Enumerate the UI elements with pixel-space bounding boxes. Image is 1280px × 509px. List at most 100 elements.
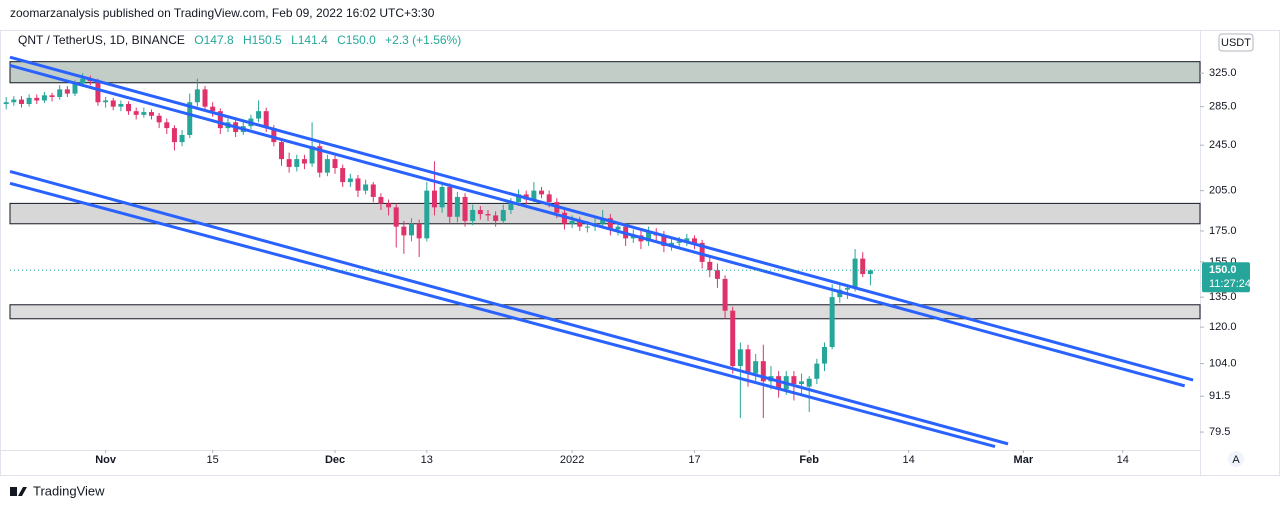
countdown: 11:27:24 bbox=[1209, 278, 1251, 290]
y-tick-label: 120.0 bbox=[1209, 321, 1237, 333]
logo: TradingView bbox=[10, 483, 105, 498]
trend-line bbox=[9, 64, 1186, 388]
candle-body bbox=[584, 226, 590, 228]
candle-body bbox=[867, 270, 873, 275]
candle-body bbox=[844, 287, 850, 290]
candle-body bbox=[95, 81, 101, 103]
y-tick-label: 245.0 bbox=[1209, 139, 1237, 151]
candle-body bbox=[271, 128, 277, 143]
y-tick-label: 104.0 bbox=[1209, 358, 1237, 370]
chart-frame bbox=[0, 30, 1280, 476]
currency[interactable]: USDT bbox=[1221, 37, 1251, 49]
candle-body bbox=[493, 215, 499, 221]
symbol-info: QNT / TetherUS, 1D, BINANCE O147.8 H150.… bbox=[18, 33, 461, 47]
candle-body bbox=[49, 95, 55, 98]
auto-scale-label[interactable]: A bbox=[1232, 454, 1240, 466]
zone bbox=[9, 304, 1201, 320]
candle-body bbox=[470, 210, 476, 221]
candle-body bbox=[607, 218, 613, 230]
x-tick-label: Mar bbox=[1014, 454, 1034, 466]
candle-body bbox=[676, 241, 682, 243]
y-tick-label: 79.5 bbox=[1209, 426, 1230, 438]
candle-body bbox=[714, 270, 720, 279]
x-tick-label: 13 bbox=[421, 454, 433, 466]
candle-body bbox=[256, 111, 262, 119]
zone bbox=[9, 61, 1201, 84]
candle-body bbox=[447, 186, 453, 217]
candle-body bbox=[363, 184, 369, 191]
candle-body bbox=[72, 83, 78, 94]
candle-body bbox=[301, 159, 307, 164]
candle-body bbox=[409, 223, 415, 236]
y-tick-label: 175.0 bbox=[1209, 225, 1237, 237]
candle-body bbox=[814, 363, 820, 379]
candle-body bbox=[64, 89, 70, 94]
candle-body bbox=[118, 103, 124, 107]
candle-body bbox=[141, 112, 147, 115]
candle-body bbox=[516, 194, 522, 203]
candle-body bbox=[164, 122, 170, 129]
x-tick-label: Nov bbox=[95, 454, 117, 466]
candle-body bbox=[546, 194, 552, 203]
currency-badge[interactable] bbox=[1218, 33, 1254, 52]
candle-body bbox=[416, 223, 422, 239]
candle-body bbox=[745, 349, 751, 374]
candle-body bbox=[126, 103, 132, 112]
y-tick-label: 135.0 bbox=[1209, 291, 1237, 303]
candle-body bbox=[347, 178, 353, 183]
candle-body bbox=[477, 210, 483, 215]
candle-body bbox=[615, 226, 621, 230]
candle-body bbox=[171, 128, 177, 143]
candle-body bbox=[852, 258, 858, 288]
candle-body bbox=[317, 146, 323, 173]
candle-body bbox=[210, 106, 216, 112]
candle-body bbox=[393, 207, 399, 227]
candle-body bbox=[821, 346, 827, 364]
candle-body bbox=[508, 202, 514, 211]
candle-body bbox=[194, 89, 200, 103]
candle-body bbox=[11, 99, 17, 103]
candle-body bbox=[3, 102, 9, 104]
candle-body bbox=[378, 196, 384, 204]
auto-scale-button[interactable] bbox=[1228, 451, 1244, 467]
candle-body bbox=[217, 111, 223, 129]
candle-body bbox=[332, 159, 338, 169]
symbol: QNT / TetherUS, 1D, BINANCE bbox=[18, 33, 185, 47]
candle-body bbox=[500, 210, 506, 221]
candle-body bbox=[691, 238, 697, 243]
candle-body bbox=[324, 159, 330, 173]
candle-body bbox=[707, 261, 713, 271]
candle-body bbox=[424, 190, 430, 239]
x-tick-label: Dec bbox=[325, 454, 345, 466]
candle-body bbox=[753, 361, 759, 374]
y-tick-label: 91.5 bbox=[1209, 390, 1230, 402]
x-tick-label: 2022 bbox=[560, 454, 584, 466]
plot-area bbox=[3, 55, 1201, 449]
candle-body bbox=[722, 278, 728, 311]
candle-body bbox=[730, 310, 736, 367]
published-note: zoomarzanalysis published on TradingView… bbox=[10, 6, 435, 20]
candle-body bbox=[600, 218, 606, 224]
last-price-label: 150.0 bbox=[1209, 264, 1237, 276]
candle-body bbox=[439, 186, 445, 208]
candle-body bbox=[57, 89, 63, 98]
ohlc-open: O147.8 bbox=[194, 33, 234, 47]
candle-body bbox=[485, 214, 491, 216]
logo-mark bbox=[10, 487, 17, 496]
candle-body bbox=[737, 349, 743, 367]
candle-body bbox=[829, 297, 835, 347]
candle-body bbox=[294, 159, 300, 167]
y-tick-label: 205.0 bbox=[1209, 185, 1237, 197]
candle-body bbox=[286, 159, 292, 167]
candle-body bbox=[837, 289, 843, 298]
candle-body bbox=[401, 226, 407, 236]
candle-body bbox=[806, 378, 812, 387]
candle-body bbox=[110, 100, 116, 107]
candle-body bbox=[156, 115, 162, 123]
candle-body bbox=[103, 100, 109, 103]
candle-body bbox=[370, 184, 376, 197]
candle-body bbox=[577, 220, 583, 227]
x-tick-label: Feb bbox=[799, 454, 819, 466]
candle-body bbox=[41, 95, 47, 101]
